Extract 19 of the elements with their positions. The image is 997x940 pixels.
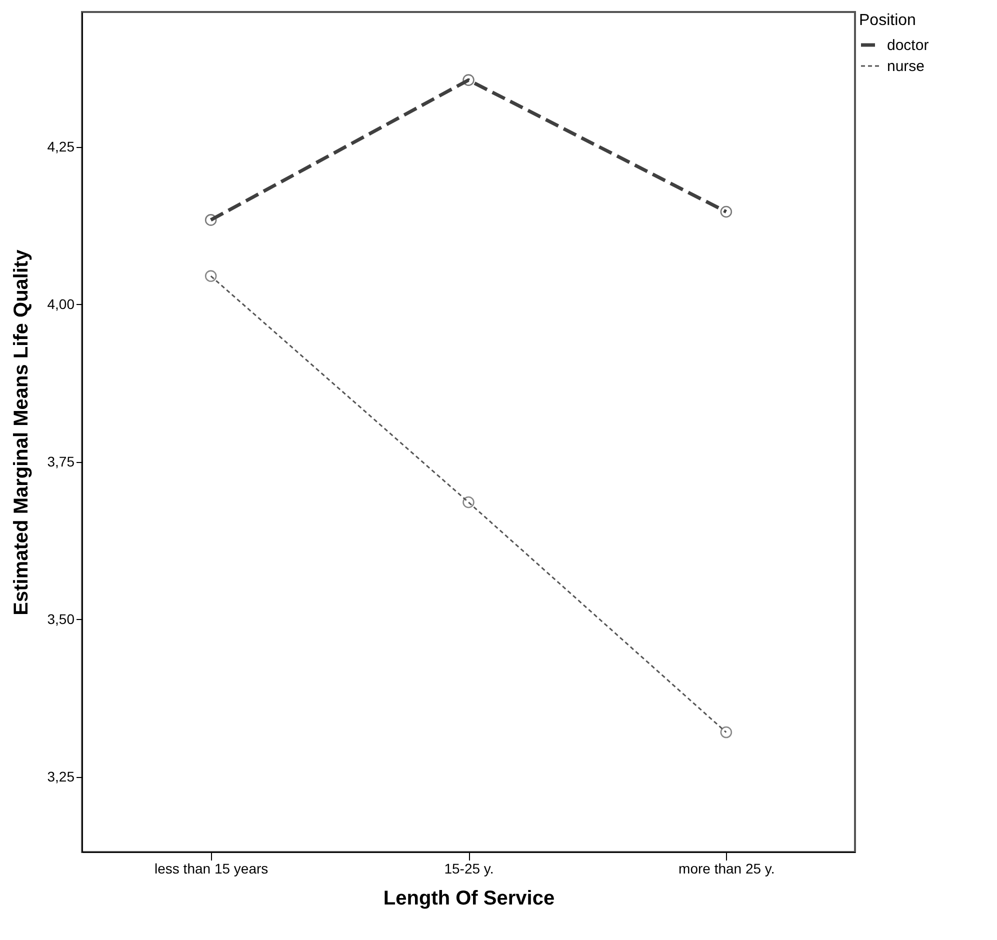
y-tick-label: 3,75 [47,453,75,470]
point [720,206,732,218]
x-tick-label: less than 15 years [154,860,268,876]
point [720,726,732,738]
point [204,214,217,226]
y-tick-label: 4,00 [47,296,75,312]
legend-label: doctor [887,37,929,54]
y-axis-title: Estimated Marginal Means Life Quality [10,248,32,616]
y-tick-label: 3,25 [47,768,75,785]
x-tick-label: more than 25 y. [678,860,775,876]
x-axis-title: Length Of Service [383,888,555,910]
point [462,496,474,508]
y-tick-label: 4,25 [47,138,75,154]
legend-label: nurse [887,58,925,75]
legend-title: Position [859,12,916,29]
point [204,270,217,282]
y-tick-label: 3,50 [47,610,75,627]
x-tick-label: 15-25 y. [444,860,494,876]
point [462,74,474,86]
